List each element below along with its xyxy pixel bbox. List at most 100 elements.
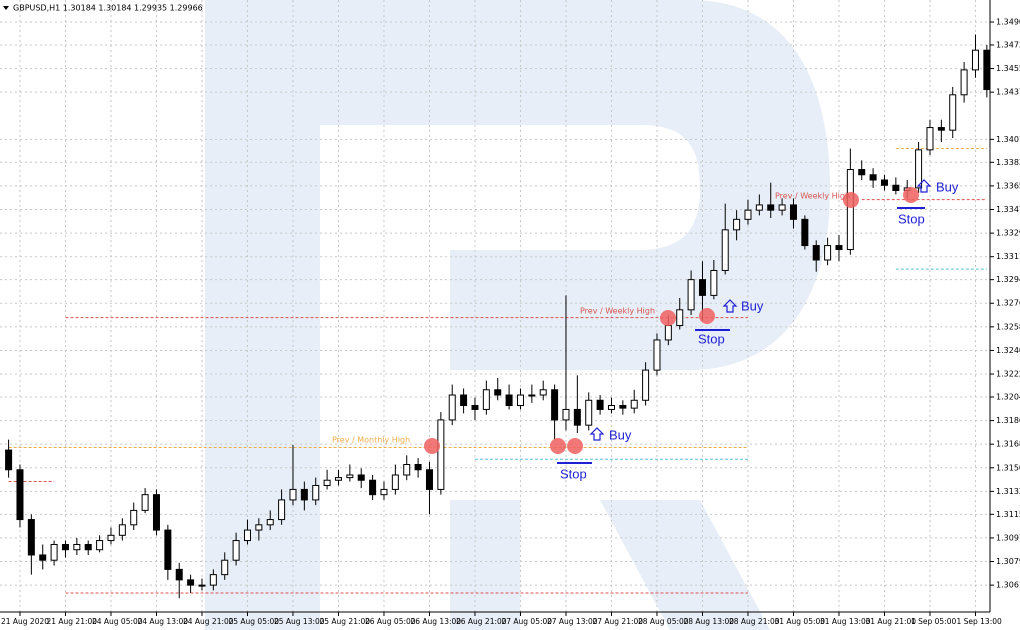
candle-body [5, 449, 13, 471]
buy-label: Buy [936, 179, 959, 194]
candle-body [846, 169, 854, 250]
candle-body [812, 245, 820, 261]
candle-body [346, 474, 354, 479]
signal-markers [424, 187, 919, 454]
x-tick-label: 26 Aug 13:00 [410, 617, 461, 626]
candle-body [460, 394, 468, 407]
candle-body [801, 218, 809, 247]
candle-body [516, 394, 524, 407]
menu-icon [3, 6, 9, 10]
candle-body [960, 69, 968, 96]
candle-body [357, 474, 365, 481]
chart-title: GBPUSD,H1 1.30184 1.30184 1.29935 1.2996… [13, 4, 203, 13]
candle-body [16, 469, 24, 521]
stop-label: Stop [698, 331, 725, 346]
y-tick-label: 1.32940 [996, 275, 1020, 284]
x-tick-label: 1 Sep 05:00 [911, 617, 957, 626]
y-tick-label: 1.32580 [996, 322, 1020, 331]
candle-body [482, 389, 490, 410]
candle-body [232, 540, 240, 561]
candle-body [915, 149, 923, 189]
y-tick-label: 1.31325 [996, 487, 1020, 496]
candle-body [118, 524, 126, 536]
candle-body [835, 245, 843, 250]
y-tick-label: 1.33295 [996, 229, 1020, 238]
x-tick-label: 25 Aug 21:00 [319, 617, 370, 626]
candle-body [789, 204, 797, 220]
x-tick-label: 25 Aug 13:00 [274, 617, 325, 626]
candle-body [300, 488, 308, 501]
candle-body [949, 94, 957, 131]
y-tick-label: 1.30970 [996, 533, 1020, 542]
candle-body [926, 127, 934, 151]
candle-body [539, 389, 547, 396]
candle-body [551, 389, 559, 421]
x-tick-label: 24 Aug 21:00 [183, 617, 234, 626]
candle-body [937, 127, 945, 131]
candle-body [983, 49, 991, 91]
candle-body [619, 405, 627, 409]
candle-body [323, 479, 331, 486]
candle-body [585, 399, 593, 426]
annotation: Prev / Weekly High [580, 307, 655, 316]
y-tick-label: 1.34010 [996, 135, 1020, 144]
candle-body [187, 579, 195, 586]
candle-body [596, 399, 604, 410]
candle-body [630, 399, 638, 409]
candle-body [141, 494, 149, 511]
candle-body [494, 389, 502, 396]
y-tick-label: 1.34905 [996, 18, 1020, 27]
x-tick-label: 27 Aug 13:00 [547, 617, 598, 626]
candle-body [380, 488, 388, 496]
x-tick-label: 24 Aug 05:00 [92, 617, 143, 626]
candle-body [73, 543, 81, 551]
candle-body [334, 477, 342, 481]
buy-label: Buy [609, 427, 632, 442]
y-tick-label: 1.32220 [996, 370, 1020, 379]
candle-body [278, 499, 286, 521]
y-tick-label: 1.32045 [996, 392, 1020, 401]
y-tick-label: 1.33835 [996, 158, 1020, 167]
x-tick-label: 21 Aug 21:00 [46, 617, 97, 626]
y-tick-label: 1.33115 [996, 252, 1020, 261]
x-tick-label: 26 Aug 21:00 [456, 617, 507, 626]
stop-underlines [557, 207, 925, 464]
candle-body [175, 568, 183, 581]
candle-body [425, 469, 433, 490]
candle-body [573, 408, 581, 426]
y-tick-label: 1.31865 [996, 416, 1020, 425]
candle-body [107, 534, 115, 542]
candle-body [221, 559, 229, 576]
y-tick-label: 1.34730 [996, 40, 1020, 49]
y-tick-label: 1.30610 [996, 581, 1020, 590]
candle-body [733, 218, 741, 231]
candle-body [892, 184, 900, 191]
candle-body [50, 543, 58, 561]
candle-body [744, 209, 752, 220]
candle-body [653, 339, 661, 371]
x-tick-label: 28 Aug 21:00 [729, 617, 780, 626]
x-tick-label: 27 Aug 21:00 [592, 617, 643, 626]
y-tick-label: 1.33655 [996, 181, 1020, 190]
x-tick-label: 27 Aug 05:00 [501, 617, 552, 626]
candle-body [130, 509, 138, 526]
stop-label: Stop [898, 211, 925, 226]
candle-body [824, 245, 832, 261]
stop-label: Stop [560, 466, 587, 481]
candle-body [721, 229, 729, 271]
candle-body [414, 464, 422, 471]
candle-body [676, 309, 684, 327]
x-tick-label: 31 Aug 21:00 [865, 617, 916, 626]
y-tick-label: 1.31505 [996, 463, 1020, 472]
candle-body [642, 369, 650, 401]
y-tick-label: 1.34550 [996, 64, 1020, 73]
candle-body [84, 543, 92, 551]
candle-body [664, 325, 672, 341]
annotation: Prev / Monthly High [332, 436, 410, 445]
y-tick-label: 1.32400 [996, 346, 1020, 355]
candle-body [778, 204, 786, 211]
x-tick-label: 31 Aug 05:00 [774, 617, 825, 626]
x-tick-label: 21 Aug 2020 [1, 617, 49, 626]
candle-body [971, 49, 979, 71]
